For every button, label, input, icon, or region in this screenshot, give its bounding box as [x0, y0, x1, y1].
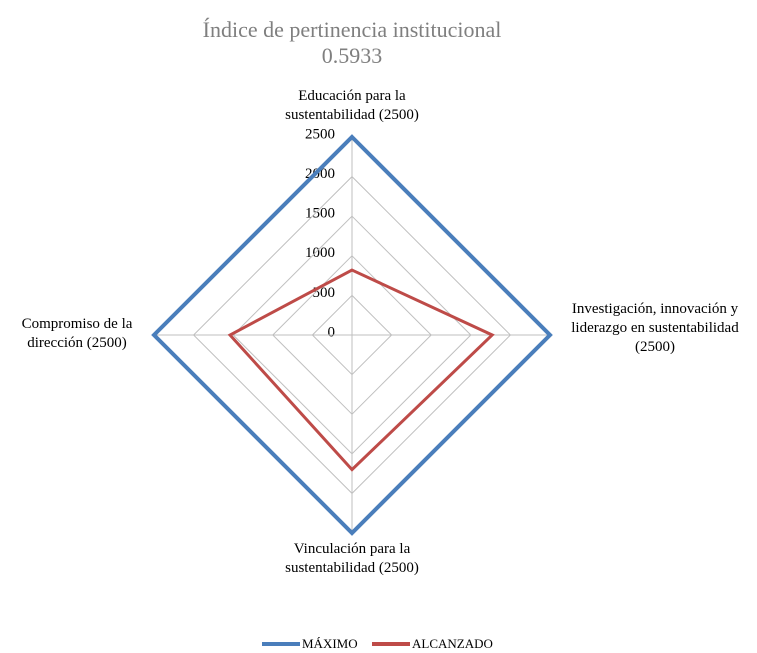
series-line [227, 268, 495, 472]
r-tick-label: 2500 [305, 126, 335, 142]
legend-label: MÁXIMO [302, 636, 358, 651]
category-label: Compromiso de la dirección (2500) [21, 316, 133, 351]
category-label: Investigación, innovación y liderazgo en… [571, 301, 739, 355]
category-label: Vinculación para la sustentabilidad (250… [285, 541, 419, 576]
r-tick-label: 1500 [305, 206, 335, 222]
chart-subtitle: 0.5933 [322, 43, 383, 68]
r-tick-label: 500 [313, 285, 336, 301]
r-tick-label: 1000 [305, 245, 335, 261]
category-label: Educación para la sustentabilidad (2500) [285, 88, 419, 123]
chart-title: Índice de pertinencia institucional [203, 17, 502, 42]
series-line [151, 134, 553, 536]
r-tick-label: 0 [328, 324, 336, 340]
legend-label: ALCANZADO [412, 636, 493, 651]
